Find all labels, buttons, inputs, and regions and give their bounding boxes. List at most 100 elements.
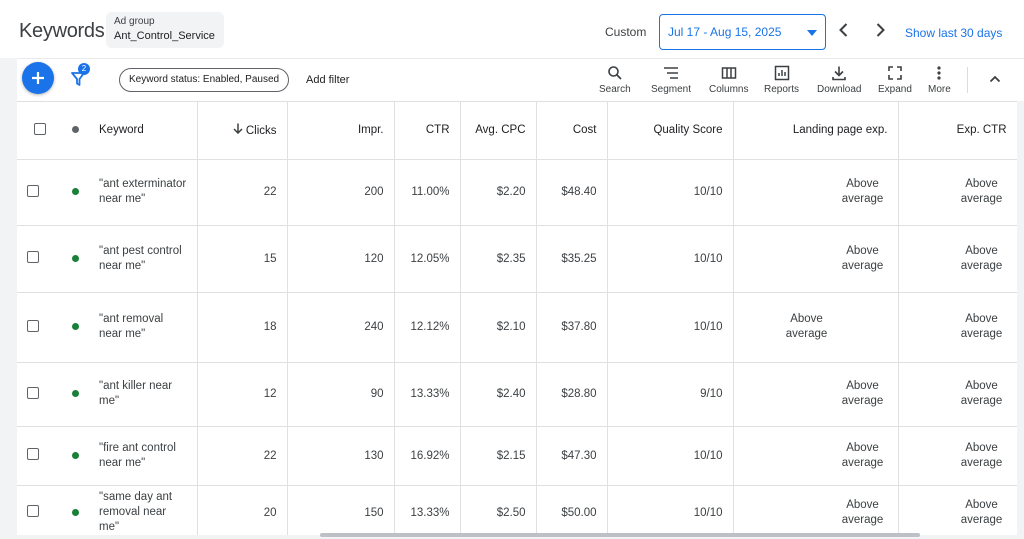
cost-cell: $50.00 [536, 485, 608, 535]
row-checkbox[interactable] [27, 319, 39, 332]
exp-ctr-text: Above average [960, 441, 1003, 469]
segment-icon [664, 67, 679, 79]
status-enabled-icon[interactable] [72, 508, 79, 516]
status-enabled-icon[interactable] [72, 254, 79, 262]
column-header-exp-ctr[interactable]: Exp. CTR [898, 102, 1017, 160]
exp-ctr-text: Above average [960, 178, 1003, 205]
column-header-landing-page-exp-label: Landing page exp. [792, 124, 888, 137]
table-row[interactable]: "ant removal near me" 18 240 12.12% $2.1… [17, 292, 1017, 363]
column-header-landing-page-exp[interactable]: Landing page exp. [733, 102, 899, 160]
page-title: Keywords [19, 20, 105, 42]
keyword-cell: "ant killer near me" [89, 362, 198, 427]
avg-cpc-cell: $2.35 [460, 225, 537, 293]
table-row[interactable]: "ant pest control near me" 15 120 12.05%… [17, 225, 1017, 293]
dropdown-caret-icon [807, 30, 817, 36]
avg-cpc-cell: $2.15 [460, 426, 537, 486]
chevron-left-icon[interactable] [834, 20, 854, 40]
row-status-cell [62, 225, 89, 293]
column-header-keyword[interactable]: Keyword [89, 102, 198, 160]
more-vert-icon [937, 66, 941, 80]
search-label: Search [599, 84, 631, 95]
cost-cell: $48.40 [536, 159, 608, 226]
keyword-cell: "same day ant removal near me" [89, 485, 198, 535]
keyword-text[interactable]: "ant pest control near me" [99, 244, 182, 272]
landing-page-exp-cell: Above average [733, 426, 899, 486]
ctr-cell: 13.33% [394, 362, 461, 427]
table-row[interactable]: "fire ant control near me" 22 130 16.92%… [17, 426, 1017, 486]
avg-cpc-cell: $2.10 [460, 292, 537, 363]
add-keyword-button[interactable] [22, 62, 54, 94]
column-header-impr[interactable]: Impr. [287, 102, 395, 160]
keyword-text[interactable]: "fire ant control near me" [99, 441, 176, 469]
exp-ctr-text: Above average [960, 380, 1003, 407]
ad-group-selector[interactable]: Ad group Ant_Control_Service [106, 12, 224, 48]
column-header-quality-score-label: Quality Score [653, 124, 723, 137]
cost-cell: $35.25 [536, 225, 608, 293]
segment-button[interactable]: Segment [651, 65, 691, 95]
add-filter-button[interactable]: Add filter [306, 74, 350, 86]
avg-cpc-cell: $2.20 [460, 159, 537, 226]
landing-page-exp-text: Above average [841, 244, 884, 272]
table-row[interactable]: "ant killer near me" 12 90 13.33% $2.40 … [17, 362, 1017, 427]
download-button[interactable]: Download [817, 65, 861, 95]
reports-label: Reports [764, 84, 800, 95]
table-toolbar: 2 Keyword status: Enabled, Paused Add fi… [17, 58, 1024, 101]
status-enabled-icon[interactable] [72, 188, 79, 195]
keyword-status-filter-chip[interactable]: Keyword status: Enabled, Paused [119, 68, 290, 92]
expand-button[interactable]: Expand [878, 65, 912, 95]
table-row[interactable]: "same day ant removal near me" 20 150 13… [17, 485, 1017, 535]
impr-cell: 130 [287, 426, 395, 486]
row-status-cell [62, 362, 89, 427]
reports-button[interactable]: Reports [764, 65, 799, 95]
landing-page-exp-cell: Above average [733, 362, 899, 427]
search-button[interactable]: Search [599, 65, 631, 95]
keyword-text[interactable]: "same day ant removal near me" [99, 491, 173, 533]
more-button[interactable]: More [928, 65, 951, 95]
show-last-30-days-link[interactable]: Show last 30 days [905, 26, 1003, 40]
keyword-text[interactable]: "ant exterminator near me" [99, 178, 187, 205]
status-enabled-icon[interactable] [72, 390, 79, 397]
row-checkbox[interactable] [27, 448, 39, 460]
impr-cell: 150 [287, 485, 395, 535]
quality-score-cell: 10/10 [607, 292, 734, 363]
impr-cell: 200 [287, 159, 395, 226]
select-all-checkbox[interactable] [33, 122, 46, 135]
date-range-picker[interactable]: Jul 17 - Aug 15, 2025 [659, 14, 826, 50]
landing-page-exp-text: Above average [841, 380, 884, 407]
column-header-quality-score[interactable]: Quality Score [607, 102, 734, 160]
column-header-avg-cpc[interactable]: Avg. CPC [460, 102, 537, 160]
column-header-clicks[interactable]: Clicks [197, 102, 288, 160]
exp-ctr-cell: Above average [898, 225, 1017, 293]
exp-ctr-cell: Above average [898, 159, 1017, 226]
exp-ctr-cell: Above average [898, 426, 1017, 486]
keyword-text[interactable]: "ant removal near me" [99, 313, 164, 340]
column-header-cost[interactable]: Cost [536, 102, 608, 160]
row-checkbox[interactable] [27, 505, 39, 517]
cost-cell: $28.80 [536, 362, 608, 427]
row-checkbox[interactable] [27, 251, 39, 263]
columns-icon [721, 67, 736, 79]
keyword-cell: "ant removal near me" [89, 292, 198, 363]
row-checkbox[interactable] [27, 184, 39, 197]
column-header-cost-label: Cost [572, 124, 597, 137]
status-enabled-icon[interactable] [72, 451, 79, 459]
clicks-cell: 15 [197, 225, 288, 293]
expand-label: Expand [878, 84, 912, 95]
toolbar-divider [967, 67, 968, 93]
row-checkbox[interactable] [27, 386, 39, 399]
horizontal-scrollbar[interactable] [320, 533, 920, 537]
landing-page-exp-cell: Above average [733, 485, 899, 535]
status-header-icon [72, 126, 79, 134]
columns-button[interactable]: Columns [709, 65, 748, 95]
exp-ctr-text: Above average [960, 313, 1003, 340]
clicks-cell: 22 [197, 426, 288, 486]
column-header-ctr[interactable]: CTR [394, 102, 461, 160]
quality-score-cell: 9/10 [607, 362, 734, 427]
date-range-text: Jul 17 - Aug 15, 2025 [668, 25, 782, 39]
exp-ctr-text: Above average [960, 498, 1003, 526]
chevron-up-icon[interactable] [987, 71, 1003, 87]
table-row[interactable]: "ant exterminator near me" 22 200 11.00%… [17, 159, 1017, 226]
keyword-text[interactable]: "ant killer near me" [99, 380, 173, 407]
chevron-right-icon[interactable] [870, 20, 890, 40]
status-enabled-icon[interactable] [72, 323, 79, 330]
